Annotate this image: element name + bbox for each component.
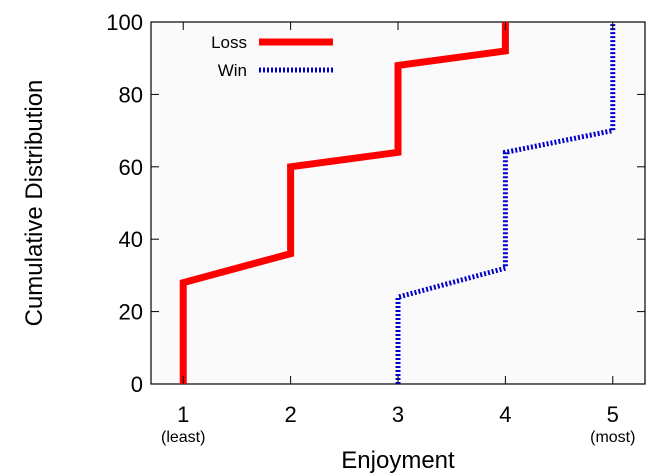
y-axis-title: Cumulative Distribution — [21, 80, 48, 327]
y-axis-ticks: 0 20 40 60 80 100 — [106, 10, 645, 397]
x-tick-label: 4 — [499, 402, 511, 427]
x-tick-sublabel: (most) — [590, 429, 635, 446]
x-tick-sublabel: (least) — [161, 429, 205, 446]
legend-label: Win — [218, 61, 247, 80]
legend-label: Loss — [211, 33, 247, 52]
y-tick-label: 80 — [119, 82, 143, 107]
series-layer — [179, 22, 616, 384]
y-tick-label: 60 — [119, 155, 143, 180]
y-tick-label: 20 — [119, 300, 143, 325]
y-tick-label: 0 — [131, 372, 143, 397]
x-axis-ticks: 1 (least) 2 3 4 5 (most) — [161, 22, 635, 446]
series-line-win — [395, 22, 616, 384]
series-line-loss — [179, 22, 509, 384]
x-axis-title: Enjoyment — [341, 447, 455, 474]
x-tick-label: 3 — [392, 402, 404, 427]
x-tick-label: 5 — [607, 402, 619, 427]
x-tick-label: 1 — [177, 402, 189, 427]
x-tick-label: 2 — [284, 402, 296, 427]
y-tick-label: 40 — [119, 227, 143, 252]
legend: Loss Win — [211, 33, 333, 80]
y-tick-label: 100 — [106, 10, 143, 35]
